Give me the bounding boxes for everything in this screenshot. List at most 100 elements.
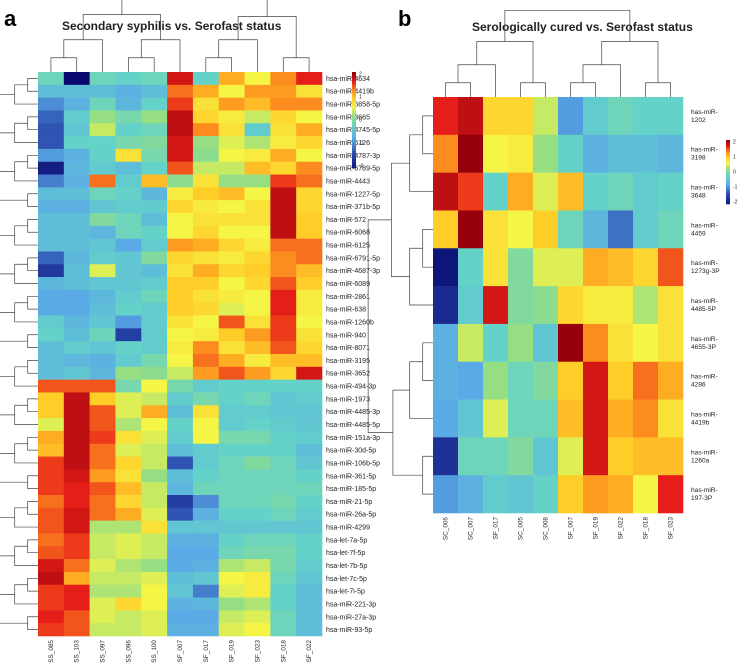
color-scale-step [352, 141, 356, 145]
heatmap-cell [192, 520, 220, 534]
heatmap-cell [63, 302, 90, 316]
row-label: hsa-miR-151a-3p [326, 435, 380, 442]
heatmap-cell [89, 392, 116, 406]
heatmap-cell [63, 225, 90, 239]
heatmap-cell [115, 161, 142, 175]
column-label: SF_007 [568, 517, 575, 540]
row-label: has-miR-197-3P [691, 487, 718, 502]
color-scale-step [352, 153, 356, 157]
heatmap-cell [192, 571, 220, 586]
heatmap-cell [558, 437, 584, 476]
heatmap-cell [63, 161, 90, 175]
color-scale-step [352, 120, 356, 123]
heatmap-cell [89, 379, 116, 393]
heatmap-cell [218, 520, 245, 534]
heatmap-cell [296, 225, 323, 239]
heatmap-cell [141, 238, 168, 252]
heatmap-cell [38, 495, 65, 509]
color-scale-tick: 0 [359, 118, 362, 124]
heatmap-cell [270, 277, 297, 291]
heatmap-cell [244, 315, 271, 329]
dendrogram-branch [27, 436, 38, 451]
heatmap-cell [115, 84, 142, 98]
heatmap-cell [483, 210, 509, 249]
heatmap-cell [270, 559, 297, 573]
heatmap-cell [483, 475, 509, 514]
heatmap-cell [608, 323, 634, 363]
heatmap-cell [167, 559, 194, 573]
heatmap-cell [192, 289, 220, 304]
heatmap-cell [296, 264, 323, 278]
heatmap-cell [167, 597, 194, 611]
color-scale-step [726, 162, 730, 165]
heatmap-cell [89, 213, 116, 227]
heatmap-cell [167, 238, 194, 252]
heatmap-cell [89, 264, 116, 278]
heatmap-cell [458, 323, 484, 363]
heatmap-cell [296, 97, 323, 111]
heatmap-cell [218, 584, 245, 598]
color-scale-tick: 2 [733, 140, 736, 146]
color-scale-step [726, 181, 730, 184]
heatmap-cell [63, 584, 90, 598]
dendrogram-branch [27, 334, 38, 348]
heatmap-cell [89, 251, 116, 265]
heatmap-cell [141, 610, 168, 624]
heatmap-cell [141, 174, 168, 188]
heatmap-cell [244, 405, 271, 419]
heatmap-cell [270, 148, 297, 163]
heatmap-cell [558, 210, 584, 249]
heatmap-cell [38, 366, 65, 380]
heatmap-cell [38, 315, 65, 329]
heatmap-cell [633, 248, 659, 287]
color-scale-step [352, 163, 356, 166]
heatmap-cell [458, 361, 484, 400]
heatmap-cell [218, 277, 245, 291]
heatmap-cell [89, 456, 116, 470]
heatmap-cell [167, 213, 194, 227]
heatmap-cell [296, 354, 323, 368]
heatmap-cell [141, 354, 168, 368]
heatmap-cell [167, 469, 194, 483]
heatmap-cell [218, 315, 245, 329]
heatmap-cell [38, 482, 65, 496]
heatmap-cell [63, 213, 90, 227]
heatmap-cell [244, 200, 271, 214]
heatmap-cell [89, 315, 116, 329]
heatmap-cell [508, 210, 534, 249]
row-label: has-miR-4286 [691, 374, 718, 389]
heatmap-cell [38, 584, 65, 598]
row-label: hsa-miR-4634 [326, 76, 370, 83]
row-label: hsa-miR-4443 [326, 179, 370, 186]
heatmap-cell [38, 418, 65, 432]
heatmap-cell [296, 110, 323, 124]
heatmap-cell [38, 225, 65, 239]
dendrogram-branch [476, 41, 534, 83]
heatmap-cell [296, 559, 323, 573]
heatmap-cell [244, 225, 271, 239]
heatmap-cell [192, 174, 220, 188]
color-scale-step [726, 152, 730, 155]
heatmap-cell [115, 289, 142, 304]
color-scale-step [352, 76, 356, 80]
heatmap-cell [89, 443, 116, 457]
row-label: hsa-miR-106b-5p [326, 461, 380, 468]
heatmap-cell [63, 251, 90, 265]
heatmap-cell [38, 533, 65, 547]
heatmap-cell [89, 495, 116, 509]
dendrogram-branch [0, 170, 28, 201]
heatmap-cell [483, 97, 509, 136]
heatmap-cell [558, 323, 584, 363]
heatmap-cell [141, 366, 168, 380]
heatmap-cell [244, 546, 271, 560]
column-label: SS_100 [151, 640, 158, 663]
dendrogram-branch [128, 57, 155, 72]
color-scale-step [726, 165, 730, 168]
heatmap-cell [296, 443, 323, 457]
heatmap-cell [244, 289, 271, 304]
heatmap-cell [270, 341, 297, 355]
heatmap-cell [244, 97, 271, 111]
heatmap-cell [89, 533, 116, 547]
heatmap-cell [218, 597, 245, 611]
color-scale-step [352, 115, 356, 118]
